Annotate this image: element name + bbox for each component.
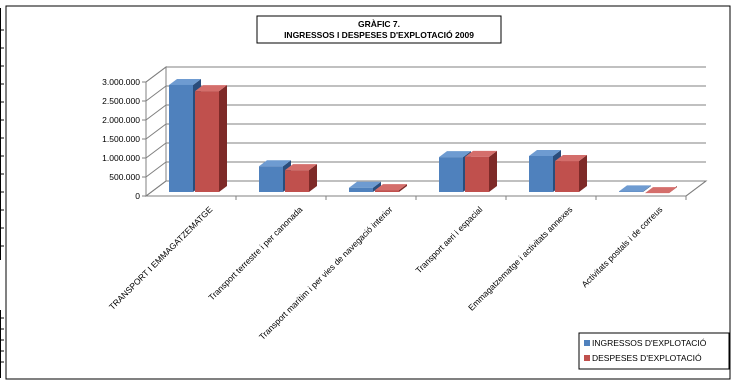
bar-side <box>579 155 587 192</box>
bar-side <box>373 181 381 192</box>
bar-despeses-2 <box>375 184 407 192</box>
gridline <box>145 180 706 197</box>
gridline <box>145 123 706 140</box>
bar-top <box>619 185 651 192</box>
gridline <box>145 85 706 102</box>
bar-front <box>439 157 463 192</box>
bar-front <box>375 190 399 192</box>
bar-top <box>375 184 407 191</box>
bar-top <box>169 78 201 85</box>
chart-subtitle: INGRESSOS I DESPESES D'EXPLOTACIÓ 2009 <box>284 29 474 40</box>
bar-despeses-1 <box>285 164 317 192</box>
y-axis-ticks: 3.000.000 2.500.000 2.000.000 1.500.000 1.00… <box>102 77 146 201</box>
y-tick-label: 1.000.000 <box>102 153 140 163</box>
legend-label-ingressos: INGRESSOS D'EXPLOTACIÓ <box>592 338 707 348</box>
bar-front <box>285 170 309 192</box>
title-box <box>256 15 502 44</box>
bar-top <box>465 150 497 157</box>
gridline <box>145 161 706 178</box>
chart-floor <box>144 180 708 197</box>
bars <box>169 78 677 194</box>
chart-title: GRÀFIC 7. <box>358 19 400 29</box>
bar-top <box>645 187 677 194</box>
bar-top <box>555 155 587 162</box>
gridline <box>145 66 706 83</box>
bar-top <box>285 164 317 171</box>
y-tick-label: 1.500.000 <box>102 134 140 144</box>
legend-swatch-despeses <box>584 355 590 361</box>
bar-front <box>619 191 643 192</box>
bar-ingressos-5 <box>619 185 651 192</box>
gridlines <box>145 66 707 197</box>
bar-front <box>529 156 553 192</box>
bar-side <box>643 185 651 192</box>
bar-front <box>169 84 193 192</box>
bar-top <box>195 85 227 92</box>
bar-front <box>465 156 489 192</box>
floor-right-edge <box>685 180 707 197</box>
legend-swatch-ingressos <box>584 340 590 346</box>
bar-despeses-0 <box>195 85 227 192</box>
bar-side <box>489 150 497 192</box>
legend-label-despeses: DESPESES D'EXPLOTACIÓ <box>592 353 702 363</box>
bar-side <box>309 164 317 192</box>
bar-ingressos-2 <box>349 181 381 192</box>
gridline <box>145 104 706 121</box>
legend-box <box>578 332 730 370</box>
bar-despeses-3 <box>465 150 497 192</box>
y-tick-label: 0 <box>135 191 140 201</box>
bar-front <box>555 161 579 192</box>
bar-top <box>259 160 291 167</box>
bar-despeses-4 <box>555 155 587 192</box>
bar-side <box>219 85 227 192</box>
y-tick-label: 3.000.000 <box>102 77 140 87</box>
y-tick-label: 500.000 <box>109 172 140 182</box>
bar-front <box>259 166 283 192</box>
bar-despeses-5 <box>645 186 677 194</box>
y-tick-label: 2.500.000 <box>102 96 140 106</box>
bar-front <box>349 187 373 192</box>
bar-side <box>399 184 407 192</box>
left-table-stub <box>0 8 4 378</box>
y-tick-label: 2.000.000 <box>102 115 140 125</box>
bar-top <box>529 150 561 156</box>
gridline <box>145 142 706 159</box>
bar-top <box>349 181 381 188</box>
bar-top <box>439 151 471 158</box>
bar-front <box>195 91 219 192</box>
